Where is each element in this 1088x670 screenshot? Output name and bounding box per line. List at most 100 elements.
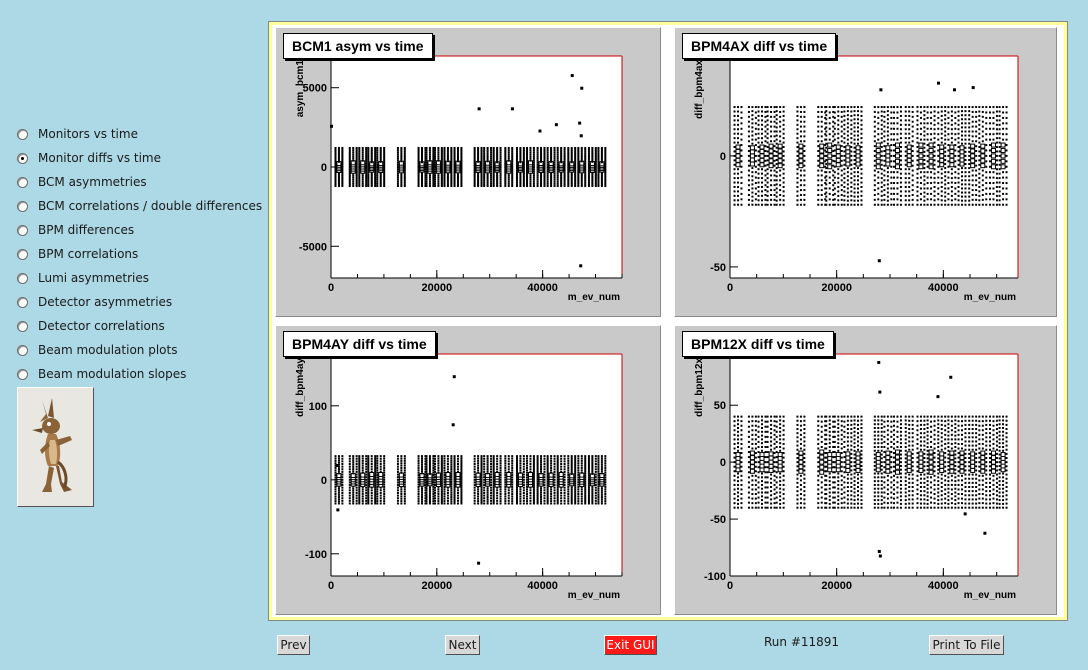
data-point	[923, 110, 926, 113]
data-point	[853, 203, 856, 206]
data-point	[379, 470, 382, 473]
data-point	[456, 463, 459, 466]
radio-button[interactable]	[17, 176, 28, 188]
data-point	[473, 169, 476, 172]
radio-button[interactable]	[17, 296, 28, 308]
data-point	[995, 150, 998, 153]
data-point	[376, 459, 379, 462]
data-point	[504, 488, 507, 491]
menu-item-6[interactable]: Lumi asymmetries	[17, 266, 262, 290]
data-point	[358, 164, 361, 167]
data-point	[453, 468, 456, 471]
menu-item-5[interactable]: BPM correlations	[17, 242, 262, 266]
data-point	[828, 133, 831, 136]
data-point	[515, 488, 518, 491]
data-point	[355, 476, 358, 479]
radio-button[interactable]	[17, 152, 28, 164]
menu-item-1[interactable]: Monitor diffs vs time	[17, 146, 262, 170]
data-point	[846, 142, 849, 145]
data-point	[775, 134, 778, 137]
y-tick-label: 0	[720, 457, 726, 469]
data-point	[486, 461, 489, 464]
menu-item-10[interactable]: Beam modulation slopes	[17, 362, 262, 386]
radio-button[interactable]	[17, 200, 28, 212]
data-point	[490, 172, 493, 175]
data-point	[597, 480, 600, 483]
menu-item-7[interactable]: Detector asymmetries	[17, 290, 262, 314]
data-point	[421, 502, 424, 505]
radio-button[interactable]	[17, 248, 28, 260]
data-point	[757, 203, 760, 206]
menu-item-9[interactable]: Beam modulation plots	[17, 338, 262, 362]
data-point	[995, 154, 998, 157]
data-point	[899, 128, 902, 131]
menu-item-2[interactable]: BCM asymmetries	[17, 170, 262, 194]
radio-button[interactable]	[17, 320, 28, 332]
data-point	[504, 159, 507, 162]
plot-pad-bcm1[interactable]: 0 20000 40000 -5000 0 5000 m_ev_num asym_bcm1 B…	[275, 27, 661, 317]
data-point	[546, 155, 549, 158]
data-point	[473, 164, 476, 167]
data-point	[432, 478, 435, 481]
data-point	[751, 171, 754, 174]
menu-item-3[interactable]: BCM correlations / double differences	[17, 194, 262, 218]
data-point	[337, 470, 340, 473]
outlier-point	[452, 375, 456, 379]
menu-item-0[interactable]: Monitors vs time	[17, 122, 262, 146]
plot-pad-bpm4ay[interactable]: 0 20000 40000 -100 0 100 m_ev_num diff_bpm4ay B…	[275, 325, 661, 615]
data-point	[355, 470, 358, 473]
data-point	[376, 178, 379, 181]
menu-item-8[interactable]: Detector correlations	[17, 314, 262, 338]
plot-pad-bpm4ax[interactable]: 0 20000 40000 -50 0 m_ev_num diff_bpm4ax BPM4A…	[674, 27, 1057, 317]
data-point	[515, 171, 518, 174]
data-point	[348, 460, 351, 463]
radio-button[interactable]	[17, 224, 28, 236]
data-point	[833, 127, 836, 130]
data-point	[837, 203, 840, 206]
data-point	[766, 194, 769, 197]
data-point	[540, 183, 543, 186]
data-point	[857, 118, 859, 121]
data-point	[779, 179, 782, 182]
data-point	[584, 474, 587, 477]
menu-item-4[interactable]: BPM differences	[17, 218, 262, 242]
data-point	[754, 106, 757, 109]
data-point	[757, 168, 760, 171]
radio-button[interactable]	[17, 368, 28, 380]
data-point	[570, 154, 573, 157]
data-point	[383, 150, 386, 153]
data-point	[860, 128, 863, 131]
data-point	[970, 148, 976, 154]
radio-button[interactable]	[17, 272, 28, 284]
data-point	[918, 147, 924, 153]
data-point	[832, 159, 835, 162]
data-point	[570, 488, 573, 491]
data-point	[916, 106, 919, 109]
data-point	[486, 455, 489, 458]
data-point	[432, 471, 435, 474]
data-point	[519, 151, 522, 154]
data-point	[770, 135, 773, 138]
radio-button[interactable]	[17, 344, 28, 356]
data-point	[428, 498, 431, 501]
data-point	[515, 466, 518, 469]
data-point	[425, 168, 428, 171]
data-point	[933, 137, 936, 140]
data-point	[421, 150, 424, 153]
data-point	[594, 148, 597, 151]
data-point	[536, 461, 539, 464]
data-point	[751, 110, 754, 113]
data-point	[981, 110, 984, 113]
data-point	[597, 478, 600, 481]
data-point	[893, 187, 895, 190]
plot-pad-bpm12x[interactable]: 0 20000 40000 -100 -50 0 50 m_ev_num diff_bpm12x…	[674, 325, 1057, 615]
data-point	[522, 502, 525, 505]
radio-button[interactable]	[17, 128, 28, 140]
data-point	[775, 150, 778, 153]
data-point	[957, 123, 960, 126]
data-point	[453, 470, 456, 473]
data-point	[499, 481, 502, 484]
data-point	[424, 170, 427, 173]
data-point	[433, 166, 436, 168]
data-point	[761, 185, 763, 188]
